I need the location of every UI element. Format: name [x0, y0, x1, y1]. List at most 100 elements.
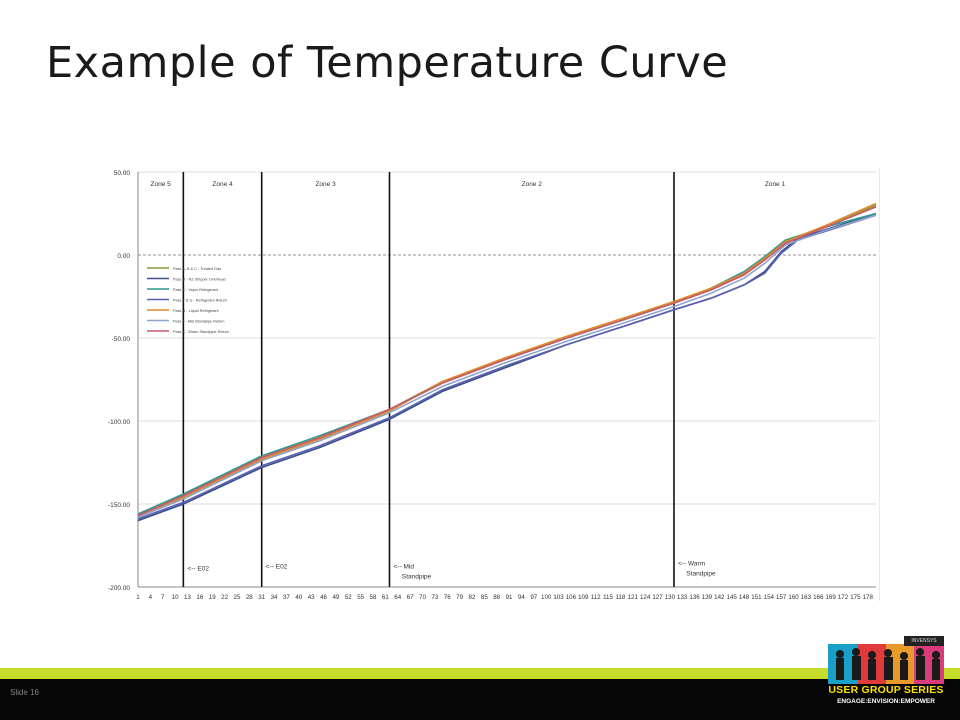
x-tick-label: 115	[603, 594, 613, 601]
x-tick-label: 73	[431, 594, 438, 601]
x-tick-label: 130	[665, 594, 676, 601]
x-tick-label: 49	[332, 594, 339, 601]
x-tick-label: 1	[136, 594, 140, 601]
legend-label: Pass A, B & C - Treated Gas	[173, 267, 221, 271]
zone-label: Zone 4	[212, 181, 233, 188]
legend-label: Pass J - Mid Standpipe Return	[173, 320, 225, 324]
x-tick-label: 133	[677, 594, 688, 601]
legend-label: Pass H - Liquid Refrigerant	[173, 309, 220, 313]
zone-label: Zone 2	[522, 181, 543, 188]
x-tick-label: 106	[566, 594, 577, 601]
x-tick-label: 13	[184, 594, 191, 601]
y-tick-label: -50.00	[112, 336, 131, 343]
x-tick-label: 100	[541, 594, 552, 601]
x-tick-label: 46	[320, 594, 327, 601]
x-tick-label: 166	[813, 594, 824, 601]
x-tick-label: 163	[801, 594, 812, 601]
x-tick-label: 85	[481, 594, 488, 601]
x-tick-label: 52	[345, 594, 352, 601]
x-tick-label: 112	[591, 594, 601, 601]
series-line	[137, 214, 877, 519]
x-tick-label: 175	[850, 594, 861, 601]
zone-label: Zone 3	[315, 181, 336, 188]
chart-annotation: Standpipe	[402, 574, 432, 581]
x-tick-label: 160	[788, 594, 799, 601]
x-tick-label: 16	[196, 594, 203, 601]
temperature-chart: 50.00 0.00 -50.00 -100.00 -150.00 -200.00 1 4 7 1…	[100, 160, 880, 605]
x-tick-label: 88	[493, 594, 500, 601]
user-group-series-logo: INVENSYS USER GROUP SERIES ENGAGE:ENVISI…	[826, 634, 946, 714]
x-tick-label: 109	[578, 594, 589, 601]
legend-label: Pass K - Warm Standpipe Return	[173, 330, 229, 334]
x-tick-label: 76	[444, 594, 451, 601]
legend-label: Pass D - N2 Stripper Overhead	[173, 278, 226, 282]
x-tick-label: 22	[221, 594, 228, 601]
y-tick-label: -200.00	[108, 585, 130, 592]
chart-annotation: <-- E02	[187, 565, 209, 572]
x-tick-label: 142	[714, 594, 725, 601]
series-line	[137, 202, 877, 519]
x-tick-label: 151	[751, 594, 762, 601]
slide-number: Slide 16	[10, 688, 39, 697]
y-tick-label: 50.00	[114, 170, 131, 177]
x-tick-label: 40	[295, 594, 302, 601]
x-tick-label: 43	[308, 594, 315, 601]
chart-annotation: <-- Warm	[678, 560, 705, 567]
footer-bar	[0, 679, 960, 720]
x-tick-label: 37	[283, 594, 290, 601]
x-tick-label: 31	[258, 594, 265, 601]
x-tick-label: 79	[456, 594, 463, 601]
legend-label: Pass E - Vapor Refrigerant	[173, 288, 219, 292]
series-line	[137, 204, 877, 517]
series-line	[137, 214, 877, 520]
logo-tagline: ENGAGE:ENVISION:EMPOWER	[837, 698, 935, 705]
y-tick-label: 0.00	[117, 253, 130, 260]
logo-silhouettes-icon	[828, 644, 944, 684]
x-tick-label: 97	[530, 594, 537, 601]
x-tick-label: 148	[739, 594, 750, 601]
zone-label: Zone 1	[765, 181, 786, 188]
series-line	[137, 206, 877, 517]
y-tick-label: -150.00	[108, 502, 130, 509]
chart-svg: 50.000.00-50.00-100.00-150.00-200.001 4 7 1…	[108, 168, 880, 601]
x-tick-label: 19	[209, 594, 216, 601]
slide-title: Example of Temperature Curve	[46, 38, 729, 88]
x-tick-label: 121	[628, 594, 639, 601]
legend-label: Pass F & G - Refrigerant Return	[173, 299, 227, 303]
x-tick-label: 10	[172, 594, 179, 601]
x-tick-label: 169	[825, 594, 836, 601]
x-tick-label: 58	[370, 594, 377, 601]
x-tick-label: 55	[357, 594, 364, 601]
x-tick-label: 61	[382, 594, 389, 601]
chart-annotation: Standpipe	[686, 570, 716, 577]
x-tick-label: 64	[394, 594, 401, 601]
chart-annotation: <-- Mid	[394, 564, 415, 571]
x-tick-label: 7	[161, 594, 165, 601]
logo-brand: INVENSYS	[904, 636, 944, 646]
footer-stripe	[0, 668, 960, 679]
x-tick-label: 94	[518, 594, 525, 601]
x-tick-label: 4	[149, 594, 153, 601]
y-tick-label: -100.00	[108, 419, 130, 426]
x-tick-label: 157	[776, 594, 787, 601]
x-tick-label: 91	[506, 594, 513, 601]
x-tick-label: 127	[652, 594, 663, 601]
x-tick-label: 103	[553, 594, 564, 601]
x-tick-label: 70	[419, 594, 426, 601]
logo-series-text: USER GROUP SERIES	[828, 684, 944, 696]
x-tick-label: 82	[469, 594, 476, 601]
x-tick-label: 124	[640, 594, 651, 601]
x-tick-label: 172	[838, 594, 849, 601]
x-tick-label: 25	[234, 594, 241, 601]
x-tick-label: 28	[246, 594, 253, 601]
zone-label: Zone 5	[151, 181, 172, 188]
x-tick-label: 136	[689, 594, 700, 601]
x-tick-label: 154	[764, 594, 775, 601]
chart-annotation: <-- E02	[266, 564, 288, 571]
x-tick-label: 34	[271, 594, 278, 601]
x-tick-label: 118	[615, 594, 625, 601]
x-tick-label: 67	[407, 594, 414, 601]
x-tick-label: 178	[863, 594, 874, 601]
x-tick-label: 145	[727, 594, 738, 601]
x-tick-label: 139	[702, 594, 713, 601]
